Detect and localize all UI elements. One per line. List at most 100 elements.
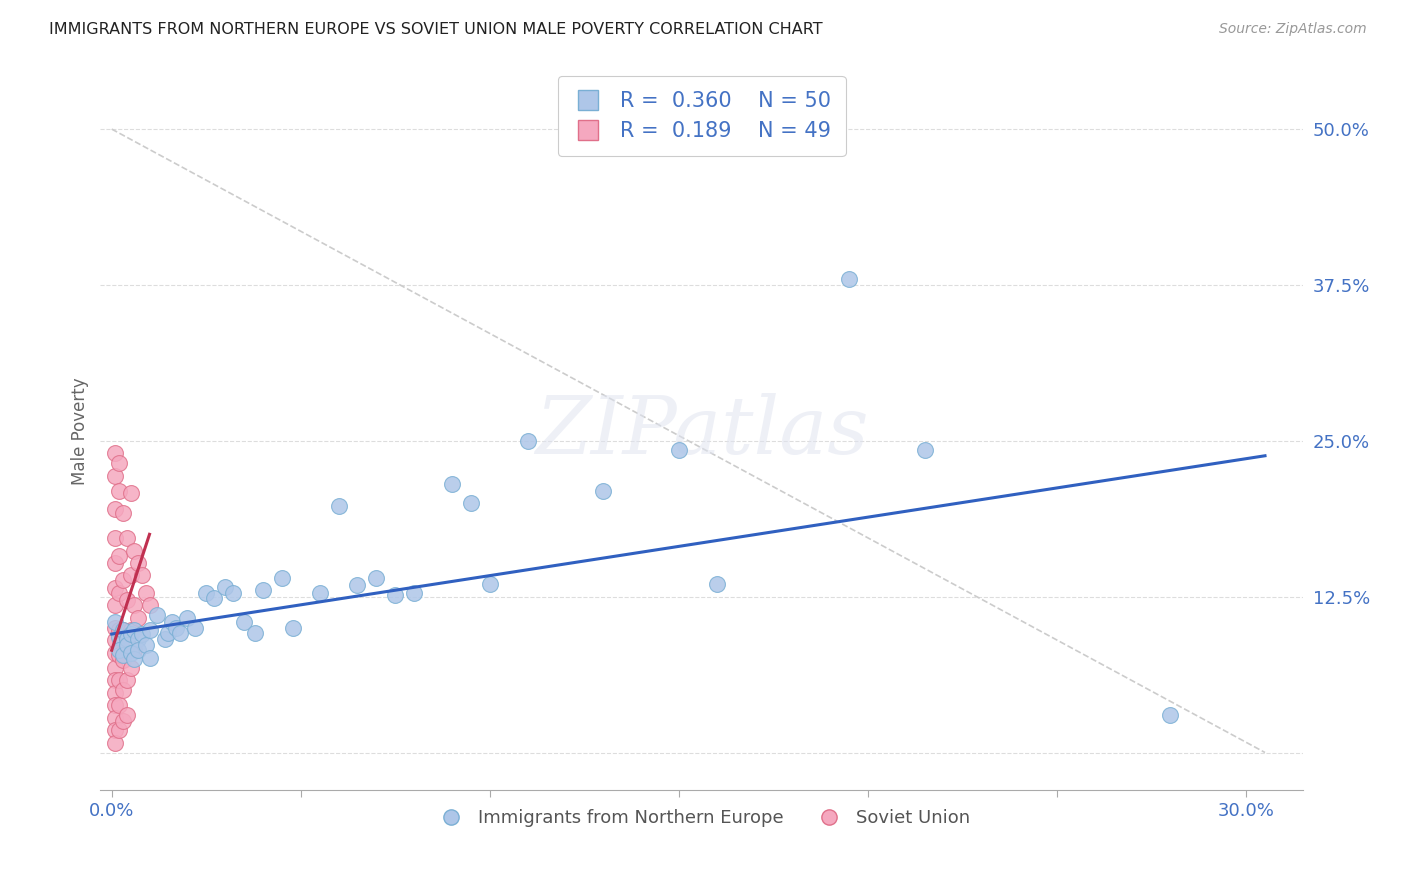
Point <box>838 271 860 285</box>
Point <box>104 735 127 749</box>
Point <box>104 531 127 545</box>
Point <box>115 638 138 652</box>
Point <box>127 632 149 646</box>
Point <box>124 543 146 558</box>
Point <box>115 708 138 723</box>
Point <box>195 586 218 600</box>
Point <box>460 496 482 510</box>
Point <box>104 710 127 724</box>
Point <box>516 434 538 448</box>
Point <box>104 621 127 635</box>
Point <box>138 650 160 665</box>
Point <box>346 578 368 592</box>
Point <box>108 630 131 644</box>
Point <box>112 574 135 588</box>
Point <box>120 627 142 641</box>
Point <box>127 556 149 570</box>
Point <box>115 673 138 688</box>
Point <box>104 581 127 595</box>
Point <box>120 646 142 660</box>
Point <box>108 673 131 688</box>
Point <box>157 625 180 640</box>
Point <box>104 673 127 688</box>
Point <box>131 627 153 641</box>
Point <box>108 483 131 498</box>
Point <box>478 577 501 591</box>
Point <box>160 615 183 629</box>
Text: ZIPatlas: ZIPatlas <box>534 392 869 470</box>
Point <box>222 586 245 600</box>
Point <box>233 615 256 629</box>
Point <box>124 643 146 657</box>
Point <box>115 636 138 650</box>
Point <box>104 615 127 629</box>
Point <box>176 611 198 625</box>
Point <box>283 621 305 635</box>
Point <box>108 624 131 638</box>
Point <box>120 568 142 582</box>
Point <box>104 502 127 516</box>
Point <box>146 608 169 623</box>
Point <box>104 446 127 460</box>
Point <box>1159 708 1181 723</box>
Point <box>914 442 936 457</box>
Point <box>184 621 207 635</box>
Point <box>153 632 176 646</box>
Point <box>384 588 406 602</box>
Point <box>104 686 127 700</box>
Point <box>108 698 131 713</box>
Point <box>252 583 274 598</box>
Point <box>108 648 131 663</box>
Text: Source: ZipAtlas.com: Source: ZipAtlas.com <box>1219 22 1367 37</box>
Point <box>328 499 350 513</box>
Point <box>120 624 142 638</box>
Point <box>245 625 267 640</box>
Point <box>115 632 138 646</box>
Point <box>127 611 149 625</box>
Point <box>124 624 146 638</box>
Point <box>112 683 135 698</box>
Point <box>138 599 160 613</box>
Point <box>706 577 728 591</box>
Point <box>138 624 160 638</box>
Point <box>115 531 138 545</box>
Point <box>120 486 142 500</box>
Point <box>270 571 292 585</box>
Point <box>124 599 146 613</box>
Point <box>169 625 191 640</box>
Point <box>112 624 135 638</box>
Y-axis label: Male Poverty: Male Poverty <box>72 377 89 485</box>
Point <box>112 653 135 667</box>
Point <box>104 698 127 713</box>
Point <box>120 661 142 675</box>
Point <box>112 624 135 638</box>
Point <box>104 556 127 570</box>
Point <box>108 586 131 600</box>
Point <box>135 586 157 600</box>
Point <box>592 483 614 498</box>
Point <box>115 593 138 607</box>
Point <box>108 456 131 470</box>
Point <box>104 723 127 737</box>
Legend: Immigrants from Northern Europe, Soviet Union: Immigrants from Northern Europe, Soviet … <box>426 802 977 835</box>
Point <box>108 723 131 737</box>
Point <box>112 714 135 729</box>
Point <box>112 648 135 663</box>
Point <box>214 580 236 594</box>
Point <box>404 586 426 600</box>
Point <box>131 568 153 582</box>
Point <box>108 549 131 563</box>
Point <box>440 477 463 491</box>
Point <box>112 506 135 520</box>
Point <box>308 586 330 600</box>
Point <box>135 638 157 652</box>
Point <box>108 643 131 657</box>
Point <box>104 599 127 613</box>
Point <box>165 621 187 635</box>
Point <box>104 661 127 675</box>
Point <box>104 468 127 483</box>
Point <box>202 591 225 605</box>
Point <box>366 571 388 585</box>
Point <box>104 646 127 660</box>
Point <box>668 442 690 457</box>
